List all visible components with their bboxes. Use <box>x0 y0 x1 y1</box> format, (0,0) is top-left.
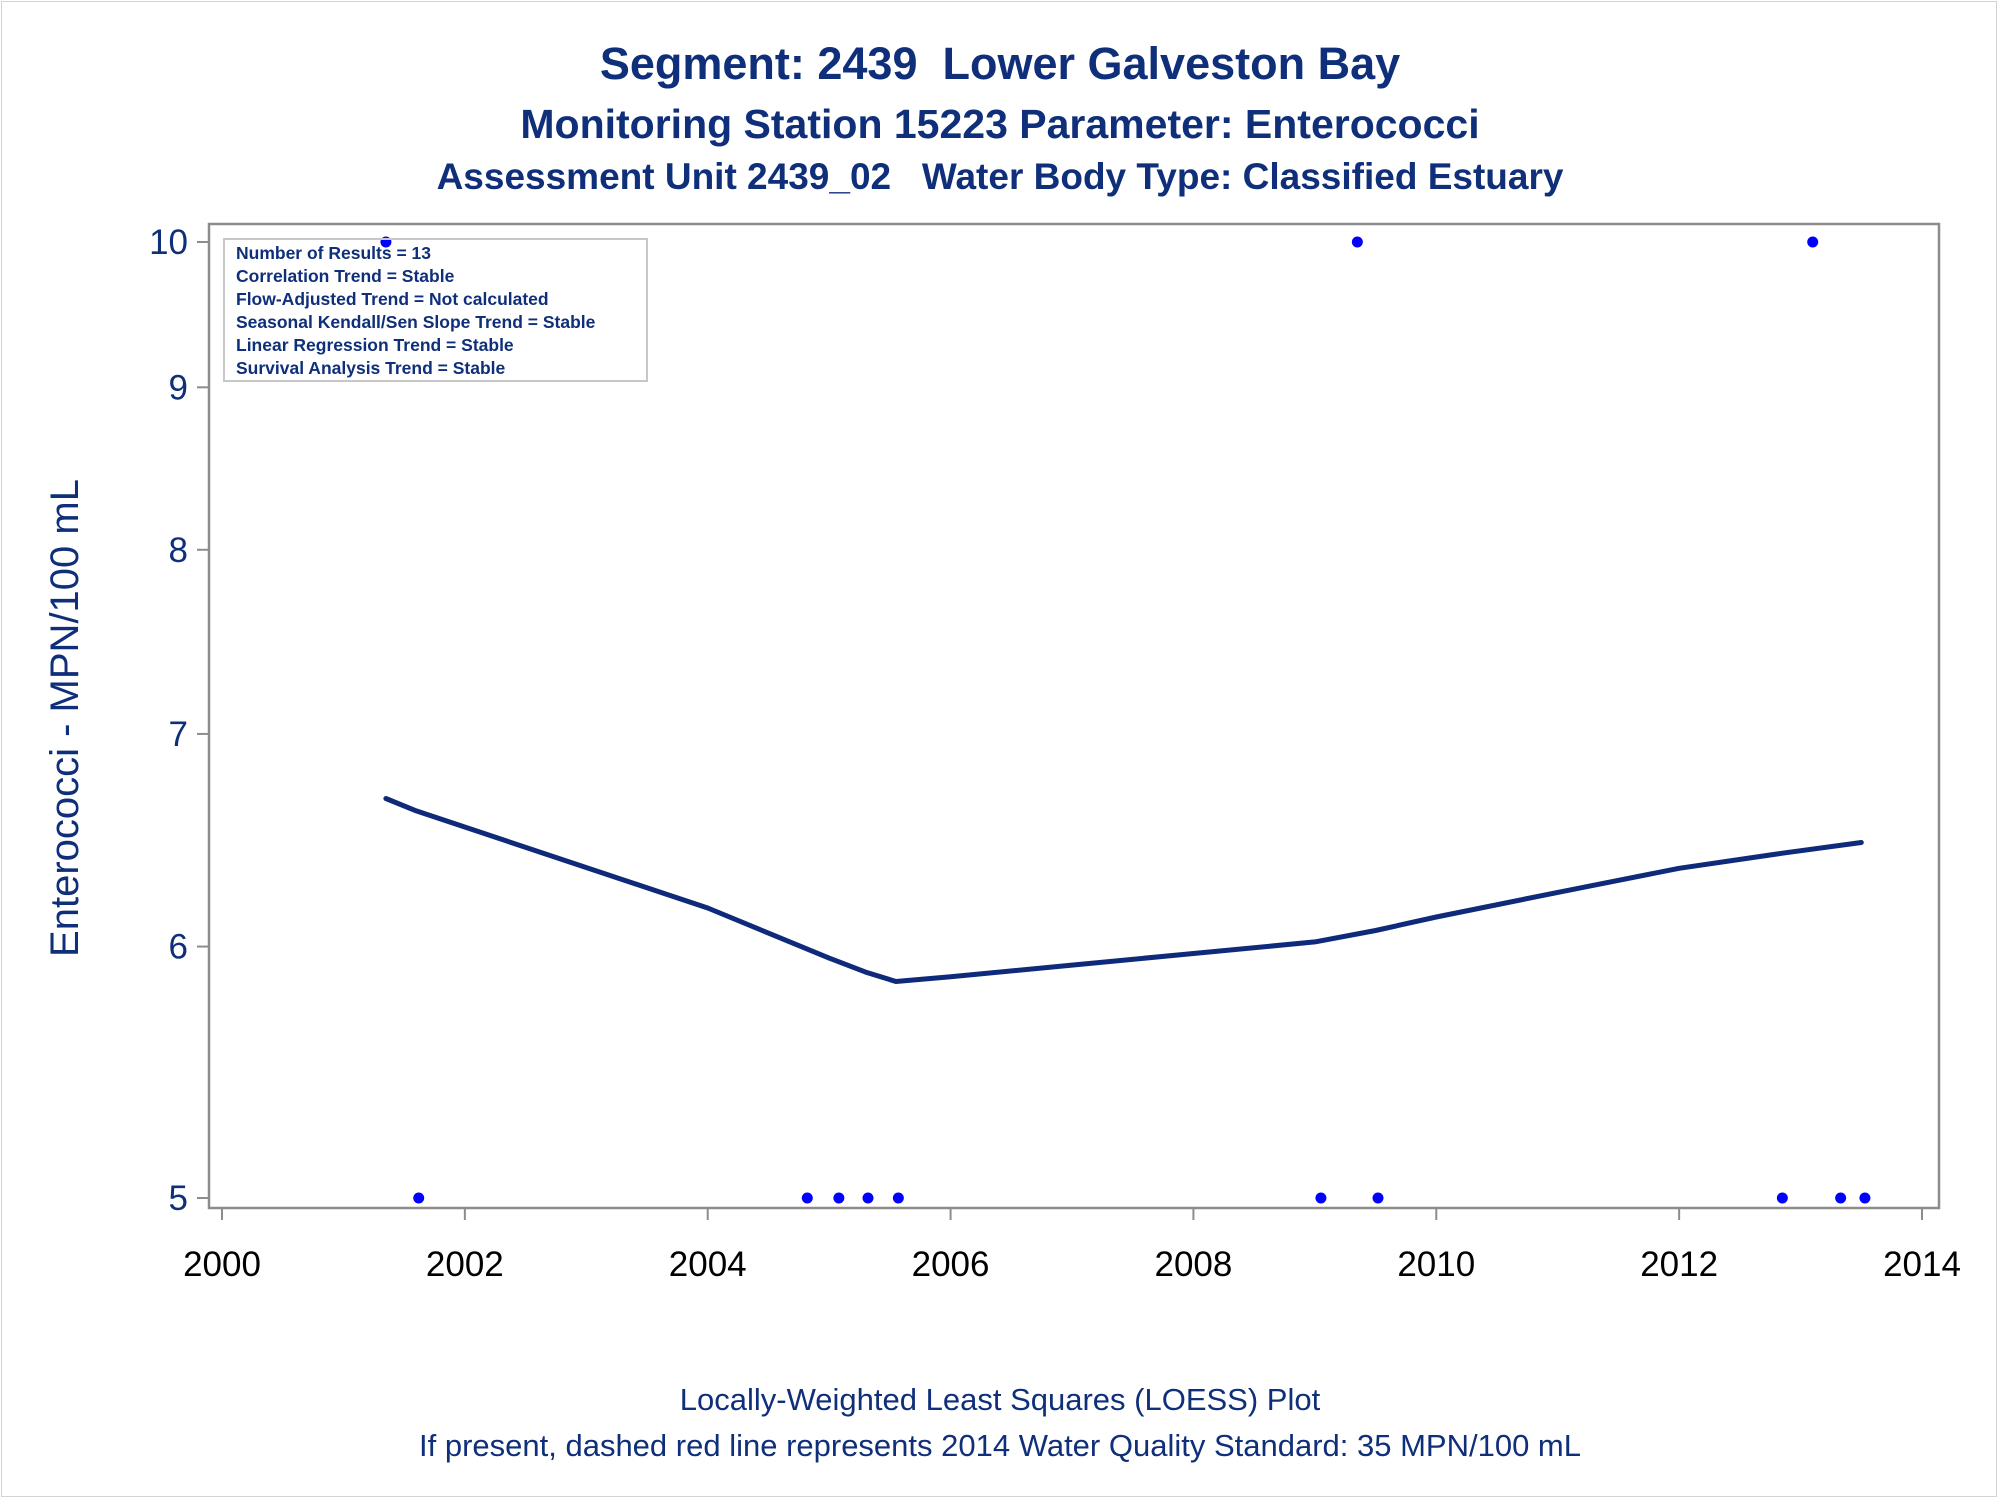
data-point <box>1859 1192 1871 1204</box>
data-point <box>862 1192 874 1204</box>
x-tick-label: 2006 <box>912 1245 990 1284</box>
data-point <box>801 1192 813 1204</box>
y-tick-label: 5 <box>169 1179 188 1218</box>
chart-title: Segment: 2439 Lower Galveston Bay <box>599 38 1401 89</box>
stats-line: Seasonal Kendall/Sen Slope Trend = Stabl… <box>236 312 596 332</box>
data-point <box>1835 1192 1847 1204</box>
x-tick-label: 2000 <box>183 1245 261 1284</box>
y-tick-label: 10 <box>149 223 188 262</box>
stats-line: Survival Analysis Trend = Stable <box>236 358 506 378</box>
data-point <box>1372 1192 1384 1204</box>
footnote-loess: Locally-Weighted Least Squares (LOESS) P… <box>679 1382 1321 1417</box>
chart-subtitle-2: Assessment Unit 2439_02 Water Body Type:… <box>436 156 1564 197</box>
y-tick-label: 9 <box>169 368 188 407</box>
x-tick-label: 2008 <box>1154 1245 1232 1284</box>
chart-subtitle: Monitoring Station 15223 Parameter: Ente… <box>520 101 1480 147</box>
data-point <box>1776 1192 1788 1204</box>
data-point <box>892 1192 904 1204</box>
data-point <box>413 1192 425 1204</box>
plot-area-border <box>207 222 1941 1210</box>
footnote-standard: If present, dashed red line represents 2… <box>419 1428 1581 1463</box>
x-tick-label: 2014 <box>1883 1245 1961 1284</box>
stats-line: Number of Results = 13 <box>236 243 431 263</box>
y-tick-label: 6 <box>169 928 188 967</box>
stats-line: Flow-Adjusted Trend = Not calculated <box>236 289 549 309</box>
loess-line <box>383 796 1864 984</box>
x-tick-label: 2002 <box>426 1245 504 1284</box>
data-point <box>1315 1192 1327 1204</box>
y-tick-label: 8 <box>169 531 188 570</box>
stats-box <box>223 238 648 382</box>
data-point <box>1351 236 1363 248</box>
y-tick-label: 7 <box>169 715 188 754</box>
x-tick-label: 2004 <box>669 1245 747 1284</box>
stats-line: Linear Regression Trend = Stable <box>236 335 514 355</box>
data-point <box>1807 236 1819 248</box>
x-tick-label: 2010 <box>1397 1245 1475 1284</box>
stats-line: Correlation Trend = Stable <box>236 266 455 286</box>
x-tick-label: 2012 <box>1640 1245 1718 1284</box>
data-point <box>833 1192 845 1204</box>
y-axis-label: Enterococci - MPN/100 mL <box>43 479 87 957</box>
